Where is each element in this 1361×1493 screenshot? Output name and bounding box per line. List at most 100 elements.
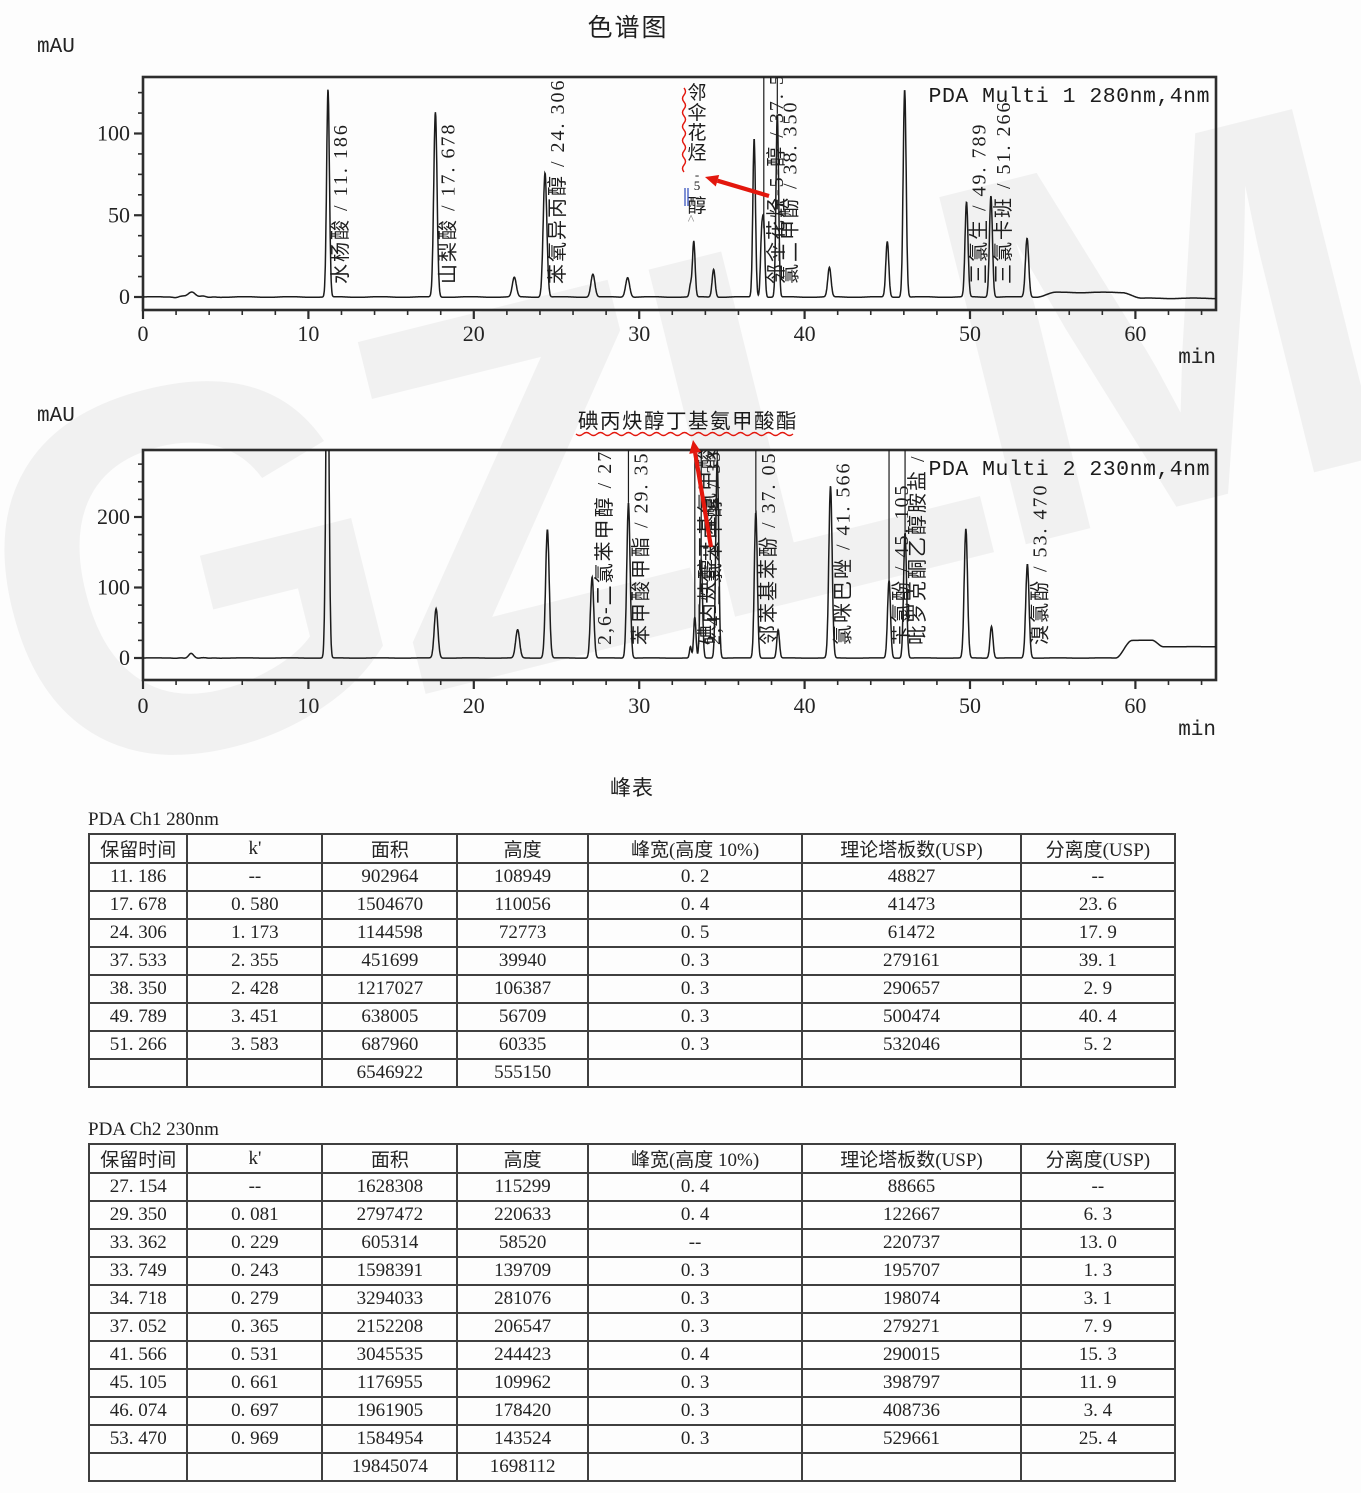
table-cell: 0. 4 xyxy=(586,1340,804,1370)
table-cell: 17. 678 xyxy=(87,890,189,920)
peak-table-title: 峰表 xyxy=(610,776,654,800)
table-row: 33. 749 0. 243 1598391 139709 0. 3 195707 1. 3 xyxy=(87,1256,1177,1286)
table-row: 38. 350 2. 428 1217027 106387 0. 3 290657 2. 9 xyxy=(87,974,1177,1004)
annotation-text-char: 花 xyxy=(687,122,706,144)
table-cell: 1. 3 xyxy=(1019,1256,1177,1286)
table-cell: 0. 697 xyxy=(186,1396,324,1426)
table-cell: 115299 xyxy=(456,1172,589,1202)
table-cell: 25. 4 xyxy=(1019,1424,1177,1454)
table-cell: 605314 xyxy=(321,1228,459,1258)
table-cell: 0. 969 xyxy=(186,1424,324,1454)
table-cell: 0. 3 xyxy=(586,1030,804,1060)
table-cell: 0. 081 xyxy=(186,1200,324,1230)
table-cell: 2. 428 xyxy=(186,974,324,1004)
y-axis-tick-label: 0 xyxy=(119,284,130,309)
table-cell: 2. 9 xyxy=(1019,974,1177,1004)
annotation-arrow xyxy=(693,452,714,548)
table-row: 34. 718 0. 279 3294033 281076 0. 3 198074 3. 1 xyxy=(87,1284,1177,1314)
table-cell: 58520 xyxy=(456,1228,589,1258)
table-row: 37. 533 2. 355 451699 39940 0. 3 279161 39. 1 xyxy=(87,946,1177,976)
table-header-cell: 保留时间 xyxy=(87,1143,189,1174)
table-header-cell: k' xyxy=(186,1143,324,1174)
table-cell xyxy=(1019,1452,1177,1482)
table-header-row: 保留时间 k' 面积 高度 峰宽(高度 10%) 理论塔板数(USP) 分离度(USP) xyxy=(87,833,1177,864)
table-cell: 40. 4 xyxy=(1019,1002,1177,1032)
x-axis-tick-label: 20 xyxy=(463,321,485,346)
table-cell xyxy=(186,1058,324,1088)
table-cell: -- xyxy=(1019,862,1177,892)
table-cell: 27. 154 xyxy=(87,1172,189,1202)
table-header-cell: 分离度(USP) xyxy=(1019,1143,1177,1174)
table-cell: 2. 355 xyxy=(186,946,324,976)
table-header-cell: 高度 xyxy=(456,1143,589,1174)
table-cell: 11. 9 xyxy=(1019,1368,1177,1398)
table-cell: 0. 4 xyxy=(586,890,804,920)
table-cell: 6546922 xyxy=(321,1058,459,1088)
table-cell: 2797472 xyxy=(321,1200,459,1230)
table-cell: 0. 279 xyxy=(186,1284,324,1314)
table-cell: 3. 451 xyxy=(186,1002,324,1032)
annotation-text-char: 5 xyxy=(694,178,701,193)
table-cell: 7. 9 xyxy=(1019,1312,1177,1342)
table-cell: 41. 566 xyxy=(87,1340,189,1370)
table-cell: 3. 1 xyxy=(1019,1284,1177,1314)
table-cell: 29. 350 xyxy=(87,1200,189,1230)
table-row: 11. 186 -- 902964 108949 0. 2 48827 -- xyxy=(87,862,1177,892)
x-axis-tick-label: 60 xyxy=(1124,321,1146,346)
table-cell: 220737 xyxy=(801,1228,1022,1258)
table-cell: 1628308 xyxy=(321,1172,459,1202)
table-section-label: PDA Ch1 280nm xyxy=(88,809,219,830)
table-row: 49. 789 3. 451 638005 56709 0. 3 500474 40. 4 xyxy=(87,1002,1177,1032)
annotation-text-char: 邻 xyxy=(687,82,706,104)
table-cell: 198074 xyxy=(801,1284,1022,1314)
x-axis-tick-label: 50 xyxy=(959,321,981,346)
table-cell: 220633 xyxy=(456,1200,589,1230)
table-row: 45. 105 0. 661 1176955 109962 0. 3 398797 11. … xyxy=(87,1368,1177,1398)
peak-label: 邻苯基苯酚 / 37. 052 xyxy=(757,439,780,645)
table-row: 33. 362 0. 229 605314 58520 -- 220737 13. 0 xyxy=(87,1228,1177,1258)
x-axis-tick-label: 60 xyxy=(1124,693,1146,718)
y-axis-tick-label: 100 xyxy=(97,121,130,146)
annotation-text-char: 伞 xyxy=(687,102,706,124)
x-axis-tick-label: 0 xyxy=(138,321,149,346)
table-cell: 451699 xyxy=(321,946,459,976)
table-cell: 408736 xyxy=(801,1396,1022,1426)
spellcheck-wavy-underline xyxy=(681,87,687,173)
annotation-arrowhead xyxy=(705,174,720,187)
y-axis-tick-label: 100 xyxy=(97,575,130,600)
peak-label: 苯甲酸甲酯 / 29. 350 xyxy=(629,439,652,645)
table-cell xyxy=(586,1452,804,1482)
table-cell: 34. 718 xyxy=(87,1284,189,1314)
table-cell: 106387 xyxy=(456,974,589,1004)
table-cell: 39. 1 xyxy=(1019,946,1177,976)
x-axis-tick-label: 30 xyxy=(628,693,650,718)
table-cell: 532046 xyxy=(801,1030,1022,1060)
table-cell: 24. 306 xyxy=(87,918,189,948)
table-header-cell: 峰宽(高度 10%) xyxy=(586,833,804,864)
table-cell: 1598391 xyxy=(321,1256,459,1286)
table-cell: 0. 229 xyxy=(186,1228,324,1258)
table-cell: 39940 xyxy=(456,946,589,976)
plot-frame xyxy=(141,448,1218,682)
table-cell: 60335 xyxy=(456,1030,589,1060)
table-cell xyxy=(1019,1058,1177,1088)
table-row: 27. 154 -- 1628308 115299 0. 4 88665 -- xyxy=(87,1172,1177,1202)
table-cell: 5. 2 xyxy=(1019,1030,1177,1060)
table-header-cell: 峰宽(高度 10%) xyxy=(586,1143,804,1174)
peak-label: 三氯卡班 / 51. 266 xyxy=(992,100,1015,284)
peak-label: 三氯生 / 49. 789 xyxy=(968,122,991,284)
table-cell: 11. 186 xyxy=(87,862,189,892)
table-cell: 38. 350 xyxy=(87,974,189,1004)
table-header-cell: 理论塔板数(USP) xyxy=(801,1143,1022,1174)
table-cell xyxy=(801,1452,1022,1482)
table-cell: 555150 xyxy=(456,1058,589,1088)
table-cell: 281076 xyxy=(456,1284,589,1314)
table-cell: 0. 4 xyxy=(586,1200,804,1230)
table-cell: 279161 xyxy=(801,946,1022,976)
table-cell: 290657 xyxy=(801,974,1022,1004)
table-cell: 1584954 xyxy=(321,1424,459,1454)
table-cell: 41473 xyxy=(801,890,1022,920)
y-axis-tick-label: 200 xyxy=(97,504,130,529)
table-cell: 902964 xyxy=(321,862,459,892)
